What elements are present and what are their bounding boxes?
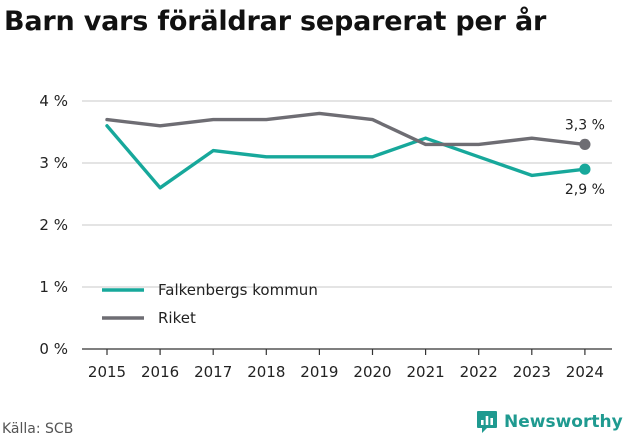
legend: Falkenbergs kommun Riket — [102, 281, 318, 327]
x-tick-label: 2018 — [247, 363, 285, 381]
bar-chart-speech-bubble-icon — [477, 411, 497, 433]
series-end-labels: 2,9 % 3,3 % — [565, 117, 605, 198]
x-tick-label: 2021 — [407, 363, 445, 381]
x-tick-label: 2023 — [513, 363, 551, 381]
y-tick-label: 4 % — [39, 92, 68, 110]
chart-title: Barn vars föräldrar separerat per år — [4, 6, 547, 37]
x-tick-label: 2017 — [194, 363, 232, 381]
x-tick-label: 2020 — [353, 363, 391, 381]
x-axis: 2015 2016 2017 2018 2019 2020 2021 2022 2023 2024 — [82, 348, 612, 381]
y-axis-tick-labels: 0 % 1 % 2 % 3 % 4 % — [39, 92, 68, 358]
series-lines — [105, 111, 591, 190]
brand-logo: Newsworthy — [476, 408, 623, 436]
y-tick-label: 1 % — [39, 278, 68, 296]
legend-label: Falkenbergs kommun — [158, 281, 318, 299]
y-tick-label: 0 % — [39, 340, 68, 358]
legend-label: Riket — [158, 309, 196, 327]
series-end-label: 2,9 % — [565, 182, 605, 198]
series-end-marker — [579, 138, 591, 150]
y-tick-label: 3 % — [39, 154, 68, 172]
brand-name: Newsworthy — [504, 412, 623, 432]
series-line-riket — [105, 111, 587, 147]
series-end-label: 3,3 % — [565, 117, 605, 133]
x-tick-label: 2015 — [88, 363, 126, 381]
x-tick-label: 2022 — [460, 363, 498, 381]
x-tick-label: 2019 — [300, 363, 338, 381]
series-end-marker — [579, 163, 591, 175]
x-tick-label: 2016 — [141, 363, 179, 381]
series-line-falkenberg — [105, 124, 587, 190]
grid-lines — [82, 100, 612, 288]
x-tick-label: 2024 — [566, 363, 604, 381]
source-note: Källa: SCB — [2, 421, 74, 437]
y-tick-label: 2 % — [39, 216, 68, 234]
